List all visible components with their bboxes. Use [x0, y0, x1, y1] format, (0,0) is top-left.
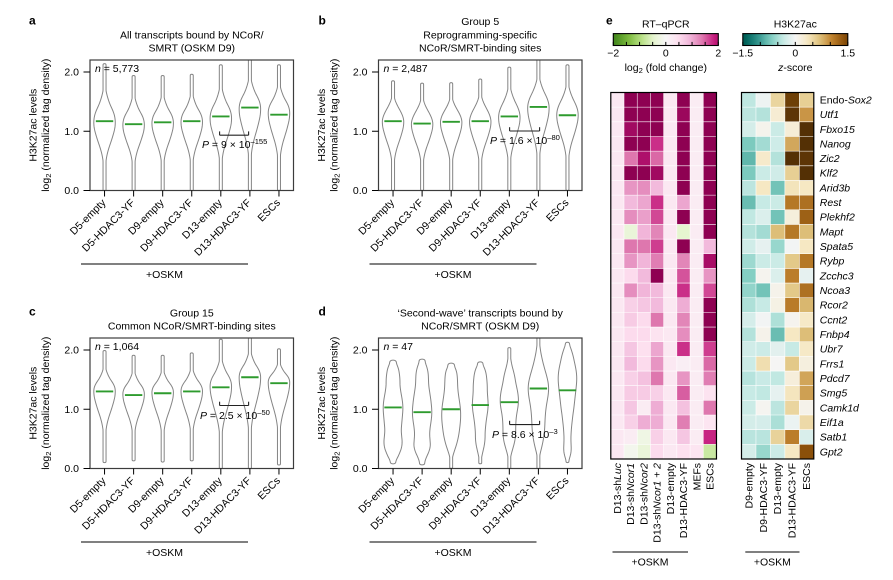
svg-text:D13-shLuc: D13-shLuc: [612, 462, 624, 514]
svg-text:a: a: [29, 14, 36, 28]
svg-text:Spata5: Spata5: [820, 241, 853, 253]
svg-text:Zic2: Zic2: [819, 153, 840, 165]
svg-text:D13-shNcor1: D13-shNcor1: [625, 463, 637, 525]
svg-text:log2 (normalized tag density): log2 (normalized tag density): [40, 59, 53, 192]
svg-text:‘Second-wave’ transcripts boun: ‘Second-wave’ transcripts bound by: [398, 307, 564, 319]
svg-text:Nanog: Nanog: [820, 138, 851, 150]
svg-text:H3K27ac levels: H3K27ac levels: [316, 89, 328, 162]
svg-text:+OSKM: +OSKM: [434, 547, 471, 559]
svg-text:c: c: [29, 305, 36, 319]
svg-text:2.0: 2.0: [353, 67, 368, 79]
svg-text:2.0: 2.0: [353, 345, 368, 357]
svg-text:−2: −2: [607, 48, 619, 60]
svg-text:1.0: 1.0: [64, 126, 79, 138]
svg-text:0.0: 0.0: [353, 463, 368, 475]
svg-text:0.0: 0.0: [353, 185, 368, 197]
svg-text:Rest: Rest: [820, 197, 843, 209]
svg-text:Mapt: Mapt: [820, 226, 844, 238]
svg-text:H3K27ac levels: H3K27ac levels: [28, 367, 40, 440]
svg-text:SMRT (OSKM D9): SMRT (OSKM D9): [149, 43, 236, 55]
svg-text:D13-shNcor1 + 2: D13-shNcor1 + 2: [652, 463, 664, 543]
svg-text:Fnbp4: Fnbp4: [820, 329, 850, 341]
svg-text:1.0: 1.0: [353, 126, 368, 138]
svg-text:Endo-Sox2: Endo-Sox2: [820, 94, 872, 106]
svg-text:−1.5: −1.5: [732, 48, 753, 60]
svg-text:D13-empty: D13-empty: [772, 462, 784, 514]
svg-text:n = 2,487: n = 2,487: [384, 63, 428, 75]
svg-text:D13-empty: D13-empty: [665, 462, 677, 514]
svg-text:Group 15: Group 15: [170, 307, 214, 319]
svg-text:MEFs: MEFs: [691, 463, 703, 490]
svg-text:Camk1d: Camk1d: [820, 402, 860, 414]
svg-text:b: b: [319, 14, 326, 28]
svg-text:d: d: [319, 305, 326, 319]
svg-text:log2 (normalized tag density): log2 (normalized tag density): [329, 337, 342, 470]
svg-text:H3K27ac levels: H3K27ac levels: [316, 367, 328, 440]
svg-text:Rcor2: Rcor2: [820, 300, 848, 312]
svg-text:z-score: z-score: [777, 62, 813, 74]
svg-text:Ubr7: Ubr7: [820, 344, 844, 356]
svg-text:RT–qPCR: RT–qPCR: [642, 19, 690, 31]
svg-text:1.0: 1.0: [64, 404, 79, 416]
svg-text:log2 (normalized tag density): log2 (normalized tag density): [40, 337, 53, 470]
svg-text:Arid3b: Arid3b: [819, 182, 851, 194]
svg-text:+OSKM: +OSKM: [754, 557, 791, 569]
svg-text:Frrs1: Frrs1: [820, 358, 845, 370]
svg-text:D13-HDAC3-YF: D13-HDAC3-YF: [787, 463, 799, 538]
svg-text:+OSKM: +OSKM: [146, 269, 183, 281]
svg-text:Ncoa3: Ncoa3: [820, 285, 851, 297]
svg-text:Group 5: Group 5: [461, 16, 499, 28]
svg-text:Zcchc3: Zcchc3: [819, 270, 854, 282]
svg-text:NCoR/SMRT (OSKM D9): NCoR/SMRT (OSKM D9): [421, 321, 539, 333]
svg-text:H3K27ac: H3K27ac: [774, 19, 817, 31]
svg-text:0: 0: [663, 48, 669, 60]
svg-text:Smg5: Smg5: [820, 388, 848, 400]
svg-text:+OSKM: +OSKM: [631, 557, 668, 569]
svg-text:n = 1,064: n = 1,064: [95, 341, 139, 353]
svg-text:D9-empty: D9-empty: [743, 462, 755, 508]
svg-text:D9-HDAC3-YF: D9-HDAC3-YF: [758, 463, 770, 532]
svg-text:Gpt2: Gpt2: [820, 446, 843, 458]
svg-text:D13-shNcor2: D13-shNcor2: [638, 463, 650, 525]
svg-text:Plekhf2: Plekhf2: [820, 212, 855, 224]
svg-text:Satb1: Satb1: [820, 432, 847, 444]
svg-text:Utf1: Utf1: [820, 109, 839, 121]
svg-text:n = 5,773: n = 5,773: [95, 63, 139, 75]
svg-text:Rybp: Rybp: [820, 256, 845, 268]
svg-text:Pdcd7: Pdcd7: [820, 373, 851, 385]
svg-text:P = 8.6 × 10–3: P = 8.6 × 10–3: [492, 427, 558, 441]
svg-text:P = 2.5 × 10–50: P = 2.5 × 10–50: [200, 408, 270, 422]
svg-text:Eif1a: Eif1a: [820, 417, 844, 429]
svg-text:Common NCoR/SMRT-binding sites: Common NCoR/SMRT-binding sites: [108, 321, 276, 333]
svg-text:1.0: 1.0: [353, 404, 368, 416]
svg-text:e: e: [606, 14, 613, 28]
svg-text:Ccnt2: Ccnt2: [820, 314, 848, 326]
svg-text:n = 47: n = 47: [384, 341, 414, 353]
svg-text:0.0: 0.0: [64, 185, 79, 197]
svg-text:2.0: 2.0: [64, 67, 79, 79]
svg-text:log2 (fold change): log2 (fold change): [625, 62, 707, 75]
svg-text:0: 0: [792, 48, 798, 60]
svg-text:+OSKM: +OSKM: [434, 269, 471, 281]
svg-text:D13-HDAC3-YF: D13-HDAC3-YF: [678, 463, 690, 538]
svg-text:1.5: 1.5: [840, 48, 855, 60]
svg-text:ESCs: ESCs: [705, 463, 717, 490]
svg-text:Fbxo15: Fbxo15: [820, 124, 855, 136]
svg-text:log2 (normalized tag density): log2 (normalized tag density): [329, 59, 342, 192]
svg-text:All transcripts bound by NCoR/: All transcripts bound by NCoR/: [120, 29, 264, 41]
svg-text:+OSKM: +OSKM: [146, 547, 183, 559]
svg-text:2.0: 2.0: [64, 345, 79, 357]
svg-text:0.0: 0.0: [64, 463, 79, 475]
svg-text:Klf2: Klf2: [820, 168, 838, 180]
svg-text:P = 1.6 × 10–80: P = 1.6 × 10–80: [490, 133, 560, 147]
svg-text:Reprogramming-specific: Reprogramming-specific: [423, 29, 537, 41]
svg-text:ESCs: ESCs: [801, 463, 813, 490]
svg-text:H3K27ac levels: H3K27ac levels: [28, 89, 40, 162]
svg-text:NCoR/SMRT-binding sites: NCoR/SMRT-binding sites: [419, 43, 541, 55]
svg-text:2: 2: [715, 48, 721, 60]
